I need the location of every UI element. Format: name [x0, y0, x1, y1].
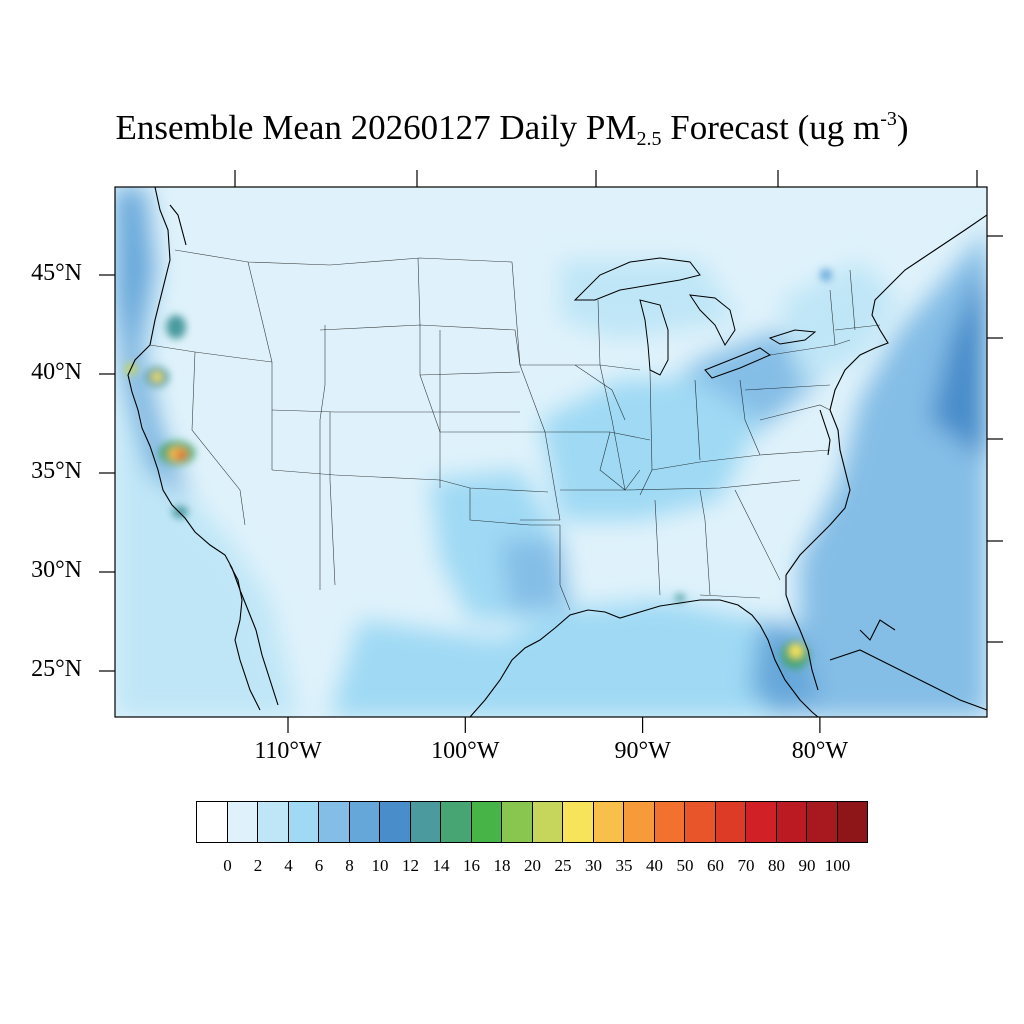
lon-tick-label: 110°W: [254, 738, 322, 764]
bottom-ticks: [287, 717, 821, 733]
colorbar-label: 2: [253, 856, 263, 875]
colorbar-swatch: [257, 801, 289, 843]
lat-tick-label: 25°N: [31, 656, 82, 682]
lake-ontario: [768, 329, 817, 345]
lat-tick-label: 30°N: [31, 557, 82, 583]
gulf-field: [330, 600, 780, 717]
great-lakes: [573, 257, 817, 379]
great-lakes-field: [560, 260, 740, 340]
colorbar-label: 20: [524, 856, 541, 875]
colorbar-swatch: [287, 801, 319, 843]
colorbar-swatch: [562, 801, 594, 843]
northeast-field: [780, 260, 900, 380]
bahamas-coast: [859, 619, 896, 641]
colorbar-swatch: [714, 801, 746, 843]
colorbar-label: 8: [345, 856, 354, 875]
puget-sound: [169, 204, 187, 246]
colorbar-label: 0: [223, 856, 232, 875]
lat-tick-label: 45°N: [31, 260, 82, 286]
colorbar-label: 30: [585, 856, 602, 875]
ncal-hotspot-core: [151, 372, 163, 382]
right-ticks: [987, 235, 1003, 643]
colorbar-label: 50: [676, 856, 694, 875]
florida-east-coast: [785, 575, 819, 691]
map-frame: [114, 186, 988, 718]
atlantic-offshore-field: [930, 260, 987, 460]
lake-huron: [688, 294, 736, 346]
colorbar-label: 16: [463, 856, 480, 875]
cuba-coast: [829, 649, 987, 711]
left-ticks: [99, 274, 115, 672]
colorbar-label: 100: [824, 856, 851, 875]
colorbar-swatch: [470, 801, 502, 843]
colorbar-swatch: [623, 801, 655, 843]
colorbar-swatch: [806, 801, 838, 843]
colorbar-swatch: [379, 801, 411, 843]
state-boundaries: [149, 249, 881, 611]
lat-tick-label: 40°N: [31, 359, 82, 385]
southern-plains-field: [500, 540, 570, 610]
top-ticks: [234, 170, 978, 187]
florida-hotspot-core: [789, 644, 803, 658]
hotspots: [125, 269, 832, 669]
mobile-hotspot: [675, 594, 685, 602]
pacific-coastline: [127, 187, 279, 706]
chesapeake: [819, 409, 831, 456]
lon-tick-label: 90°W: [614, 738, 671, 764]
colorbar-swatch: [409, 801, 441, 843]
colorbar-label: 4: [284, 856, 293, 875]
colorbar-swatch: [592, 801, 624, 843]
lake-michigan: [639, 299, 669, 376]
coastlines: [127, 187, 987, 717]
colorbar-label: 60: [707, 856, 724, 875]
colorbar-label: 90: [798, 856, 816, 875]
colorbar-swatch: [745, 801, 777, 843]
cencal-hotspot-core: [176, 451, 186, 459]
lon-tick-label: 80°W: [791, 738, 849, 764]
colorbar-swatch: [653, 801, 685, 843]
colorbar-swatch: [531, 801, 563, 843]
map-title: Ensemble Mean 20260127 Daily PM2.5 Forec…: [115, 108, 909, 150]
colorbar-label: 35: [615, 856, 633, 875]
lake-superior: [573, 257, 701, 301]
west-coast-band: [115, 187, 190, 500]
lon-tick-label: 100°W: [431, 738, 500, 764]
colorbar-label: 70: [737, 856, 755, 875]
colorbar-swatch: [501, 801, 533, 843]
colorbar-label: 40: [646, 856, 663, 875]
atlantic-field: [800, 230, 987, 717]
colorbar-label: 6: [314, 856, 324, 875]
colorbar-swatch: [775, 801, 807, 843]
colorbar-label: 80: [768, 856, 785, 875]
colorbar-label: 18: [493, 856, 511, 875]
colorbar: [196, 801, 868, 843]
colorbar-swatch: [836, 801, 868, 843]
colorbar-swatch: [196, 801, 228, 843]
lat-tick-label: 35°N: [31, 458, 82, 484]
atlantic-coastline: [785, 214, 987, 576]
pacific-ocean-field: [115, 187, 300, 717]
colorbar-swatch: [226, 801, 258, 843]
baja-coastline: [229, 564, 261, 711]
oregon-hotspot: [166, 315, 186, 339]
colorbar-swatch: [348, 801, 380, 843]
nh-hotspot: [820, 269, 832, 281]
colorbar-swatch: [318, 801, 350, 843]
colorbar-label: 14: [432, 856, 450, 875]
colorbar-swatch: [440, 801, 472, 843]
colorbar-label: 25: [554, 856, 572, 875]
east-us-field: [540, 380, 760, 520]
colorbar-swatch: [684, 801, 716, 843]
colorbar-label: 12: [402, 856, 419, 875]
colorbar-label: 10: [371, 856, 389, 875]
concentration-field: [115, 187, 987, 717]
mexico-gulf-coastline: [469, 599, 819, 717]
